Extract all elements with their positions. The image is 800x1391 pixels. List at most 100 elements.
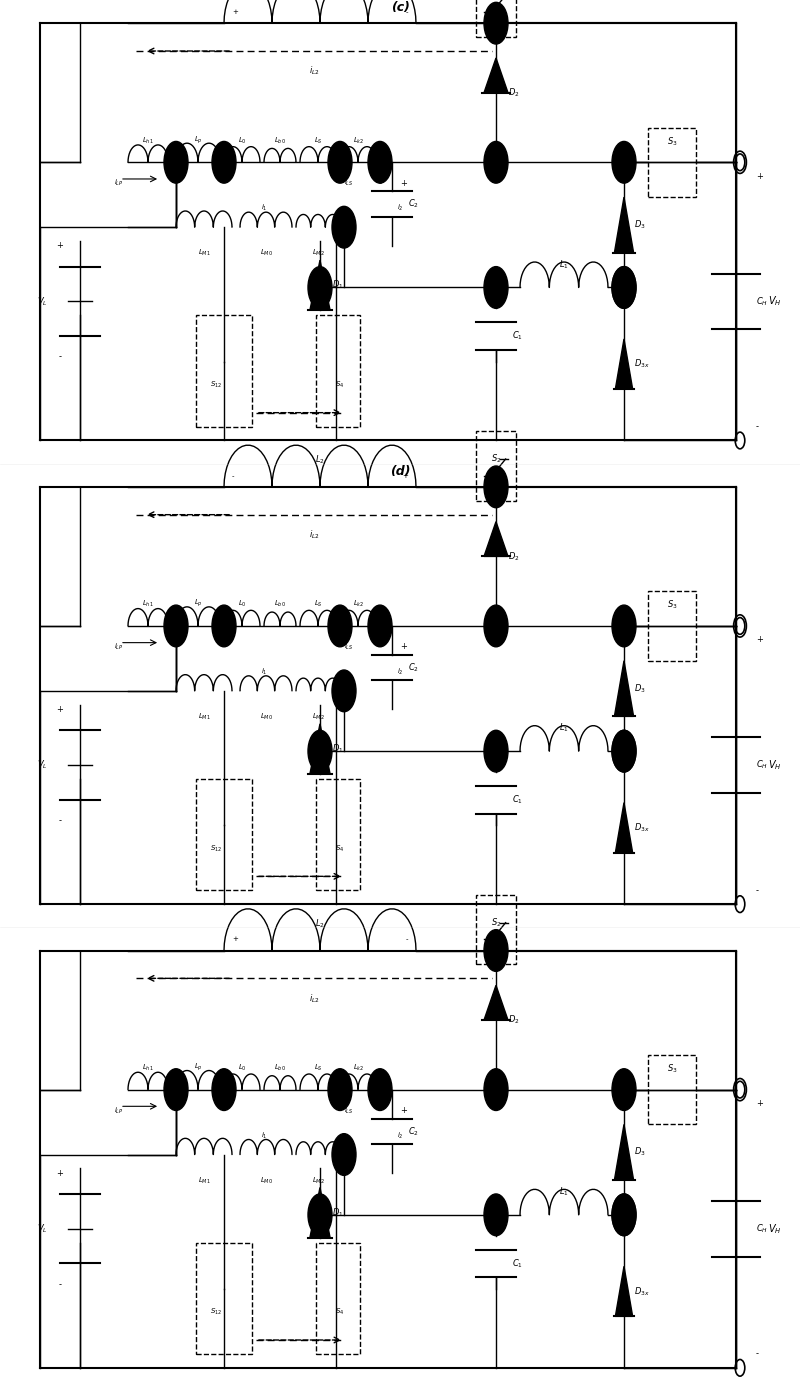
Bar [196,1242,252,1353]
Text: $C_2$: $C_2$ [408,662,419,673]
Text: $D_1$: $D_1$ [332,743,343,755]
Text: $V_L$: $V_L$ [38,759,48,771]
Text: $D_{3x}$: $D_{3x}$ [634,357,650,370]
Circle shape [368,1068,392,1110]
Text: $S_3$: $S_3$ [666,135,678,147]
Polygon shape [615,339,633,389]
Text: $L_2$: $L_2$ [315,0,325,3]
Text: $D_2$: $D_2$ [508,1014,520,1027]
Circle shape [612,730,636,772]
Text: $V_H$: $V_H$ [768,758,782,772]
Text: $S_3$: $S_3$ [666,600,678,611]
Polygon shape [484,985,508,1020]
Text: $L_p$: $L_p$ [194,1061,202,1072]
Text: $S_4$: $S_4$ [335,1308,345,1317]
Text: $L_2$: $L_2$ [315,453,325,466]
Bar [316,779,360,890]
Text: $C_2$: $C_2$ [408,198,419,210]
Circle shape [308,267,332,309]
Circle shape [484,466,508,508]
Circle shape [308,1193,332,1235]
Circle shape [368,605,392,647]
Text: $S_4$: $S_4$ [335,843,345,854]
Text: $V_L$: $V_L$ [38,1223,48,1235]
Text: +: + [756,636,763,644]
Text: $D_2$: $D_2$ [508,551,520,562]
Circle shape [328,605,352,647]
Circle shape [332,670,356,712]
Polygon shape [615,803,633,853]
Text: +: + [57,241,63,250]
Text: $S_2$: $S_2$ [490,0,502,1]
Text: $L_0$: $L_0$ [238,1063,246,1072]
Text: +: + [232,936,238,942]
Text: $L_2$: $L_2$ [315,917,325,929]
Text: $L_1$: $L_1$ [559,259,569,271]
Text: $L_{M0}$: $L_{M0}$ [260,248,273,259]
Text: $C_2$: $C_2$ [408,1125,419,1138]
Text: $L_{h1}$: $L_{h1}$ [142,600,154,609]
Text: -: - [58,352,62,362]
Circle shape [212,142,236,184]
Text: $L_1$: $L_1$ [559,1185,569,1198]
Text: $L_{b0}$: $L_{b0}$ [274,600,286,609]
Text: $S_4$: $S_4$ [335,380,345,389]
Text: $L_{M1}$: $L_{M1}$ [198,712,210,722]
Circle shape [612,730,636,772]
Text: -: - [378,1106,382,1116]
Text: $S_2$: $S_2$ [490,453,502,465]
Text: $V_H$: $V_H$ [768,295,782,309]
Bar [476,894,516,964]
Text: $S_2$: $S_2$ [490,917,502,929]
Text: $L_{M1}$: $L_{M1}$ [198,248,210,259]
Text: $S_3$: $S_3$ [666,1063,678,1075]
Polygon shape [310,260,330,310]
Text: $L_{M0}$: $L_{M0}$ [260,712,273,722]
Text: -: - [58,1280,62,1289]
Text: $D_3$: $D_3$ [634,1146,646,1159]
Circle shape [484,929,508,971]
Circle shape [612,267,636,309]
Text: $C_1$: $C_1$ [512,330,523,342]
Text: $D_3$: $D_3$ [634,218,646,231]
Text: $i_{LS}$: $i_{LS}$ [344,1106,354,1116]
Text: $L_{M2}$: $L_{M2}$ [312,1175,325,1185]
Text: $L_0$: $L_0$ [238,135,246,146]
Text: $L_{h1}$: $L_{h1}$ [142,1063,154,1072]
Circle shape [612,142,636,184]
Circle shape [612,1193,636,1235]
Text: $L_S$: $L_S$ [314,600,323,609]
Text: -: - [406,936,408,942]
Text: +: + [401,178,407,188]
Text: $L_{M2}$: $L_{M2}$ [312,712,325,722]
Text: -: - [756,886,759,894]
Text: $C_1$: $C_1$ [512,794,523,805]
Bar [196,316,252,427]
Text: $C_H$: $C_H$ [756,759,768,771]
Text: $L_S$: $L_S$ [314,135,323,146]
Circle shape [328,142,352,184]
Bar [476,0,516,38]
Polygon shape [484,58,508,93]
Text: $S_{12}$: $S_{12}$ [210,843,222,854]
Text: $L_{k2}$: $L_{k2}$ [353,1063,364,1072]
Text: $V_H$: $V_H$ [768,1221,782,1235]
Text: $L_{M2}$: $L_{M2}$ [312,248,325,259]
Circle shape [484,3,508,45]
Circle shape [484,267,508,309]
Bar [648,591,696,661]
Text: $V_L$: $V_L$ [38,295,48,307]
Text: $i_{LS}$: $i_{LS}$ [344,178,354,188]
Text: $i_1$: $i_1$ [261,1131,267,1141]
Text: $L_{b0}$: $L_{b0}$ [274,1063,286,1072]
Circle shape [212,1068,236,1110]
Text: -: - [756,1349,759,1359]
Text: $S_{12}$: $S_{12}$ [210,1308,222,1317]
Text: (d): (d) [390,465,410,477]
Text: $i_{L2}$: $i_{L2}$ [309,992,319,1004]
Text: +: + [402,473,408,479]
Circle shape [164,1068,188,1110]
Bar [648,1054,696,1124]
Text: $D_2$: $D_2$ [508,86,520,99]
Bar [316,316,360,427]
